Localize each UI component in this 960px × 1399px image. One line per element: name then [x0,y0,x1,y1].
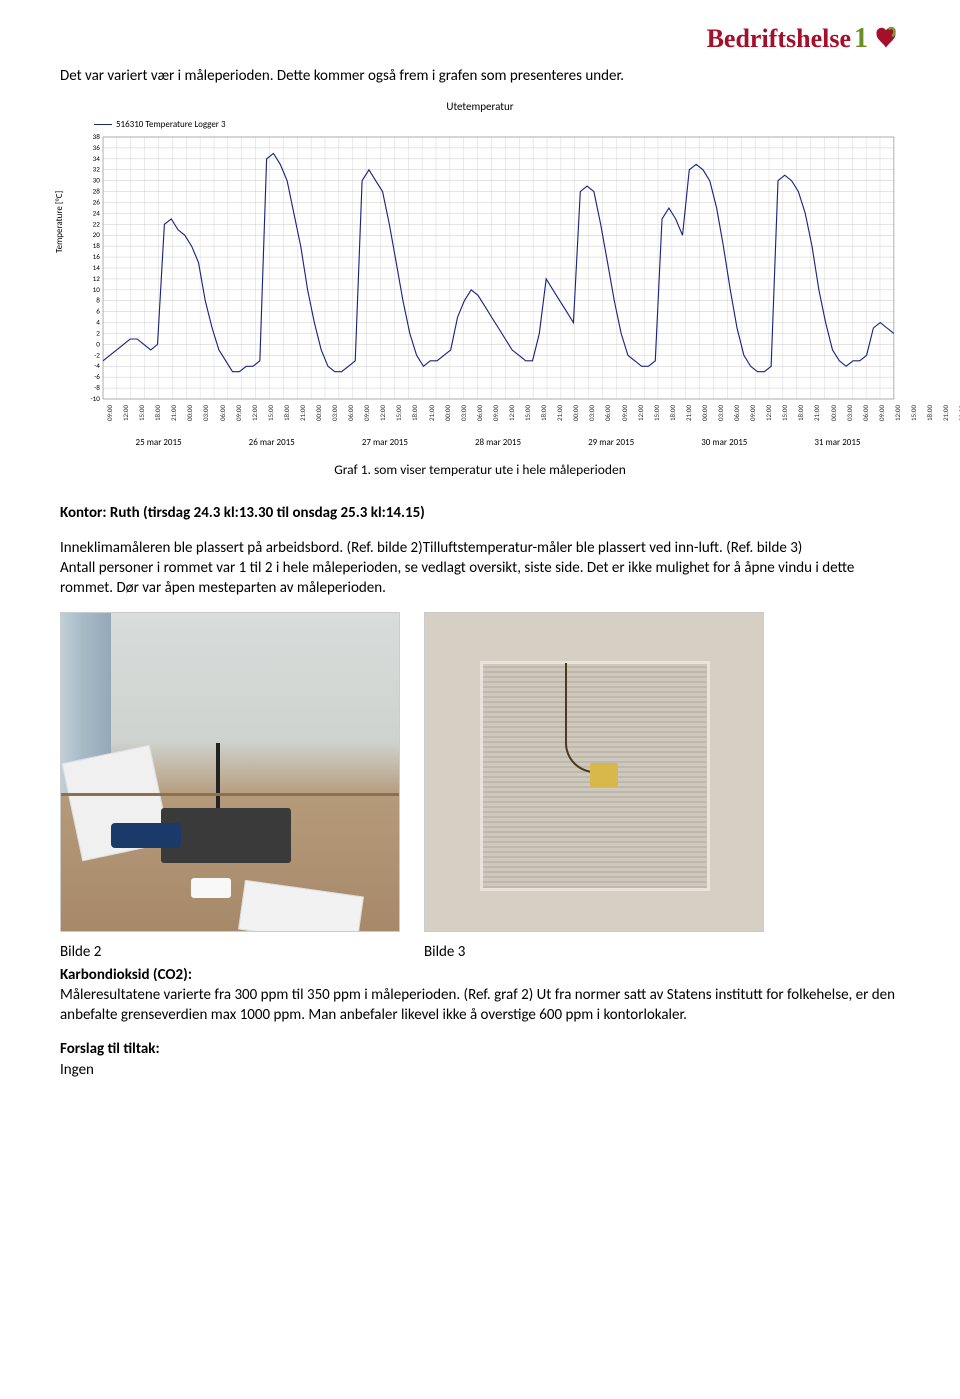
svg-text:36: 36 [93,143,101,152]
svg-text:14: 14 [93,263,101,272]
photos-row [60,612,900,932]
photo-label-right: Bilde 3 [424,942,764,962]
svg-text:20: 20 [93,230,101,239]
legend-line-icon [94,124,112,125]
chart-title: Utetemperatur [60,100,900,115]
kontor-heading: Kontor: Ruth (tirsdag 24.3 kl:13.30 til … [60,503,900,523]
svg-text:22: 22 [93,219,101,228]
photo-label-left: Bilde 2 [60,942,400,962]
tiltak-heading: Forslag til tiltak: [60,1039,900,1059]
svg-text:28: 28 [93,187,101,196]
svg-text:38: 38 [93,133,101,141]
temperature-chart: Utetemperatur 516310 Temperature Logger … [60,100,900,443]
svg-text:2: 2 [96,329,100,338]
intro-paragraph: Det var variert vær i måleperioden. Dett… [60,66,900,86]
chart-legend: 516310 Temperature Logger 3 [94,119,900,131]
brand-suffix: 1 [854,20,868,58]
tiltak-text: Ingen [60,1060,900,1080]
brand-logo: Bedriftshelse1 [707,20,900,58]
svg-text:24: 24 [93,209,101,218]
co2-heading: Karbondioksid (CO2): [60,966,192,984]
brand-name: Bedriftshelse [707,21,851,56]
svg-text:34: 34 [93,154,101,163]
x-hour-ticks: 09:0012:0015:0018:0021:0000:0003:0006:00… [102,403,894,423]
svg-text:26: 26 [93,198,101,207]
svg-text:-8: -8 [94,383,100,392]
co2-text: Måleresultatene varierte fra 300 ppm til… [60,985,900,1026]
svg-text:12: 12 [93,274,101,283]
bilde-2-photo [60,612,400,932]
svg-text:-2: -2 [94,350,100,359]
svg-text:0: 0 [96,340,100,349]
photo-labels-row: Bilde 2 Bilde 3 [60,942,900,962]
legend-text: 516310 Temperature Logger 3 [116,119,226,131]
svg-text:18: 18 [93,241,101,250]
svg-text:32: 32 [93,165,101,174]
body-paragraph: Inneklimamåleren ble plassert på arbeids… [60,538,900,599]
svg-text:8: 8 [96,296,100,305]
svg-text:4: 4 [96,318,100,327]
leaf-heart-icon [872,25,900,53]
svg-text:16: 16 [93,252,101,261]
chart-caption: Graf 1. som viser temperatur ute i hele … [60,461,900,479]
svg-text:10: 10 [93,285,101,294]
svg-text:30: 30 [93,176,101,185]
svg-text:-6: -6 [94,372,100,381]
bilde-3-photo [424,612,764,932]
x-date-labels: 25 mar 201526 mar 201527 mar 201528 mar … [102,437,894,449]
svg-text:-4: -4 [94,361,100,370]
y-axis-label: Temperature [°C] [54,191,66,253]
svg-text:6: 6 [96,307,100,316]
header-logo-row: Bedriftshelse1 [60,20,900,58]
chart-plot-area: -10-8-6-4-202468101214161820222426283032… [60,133,900,403]
svg-text:-10: -10 [90,394,100,403]
